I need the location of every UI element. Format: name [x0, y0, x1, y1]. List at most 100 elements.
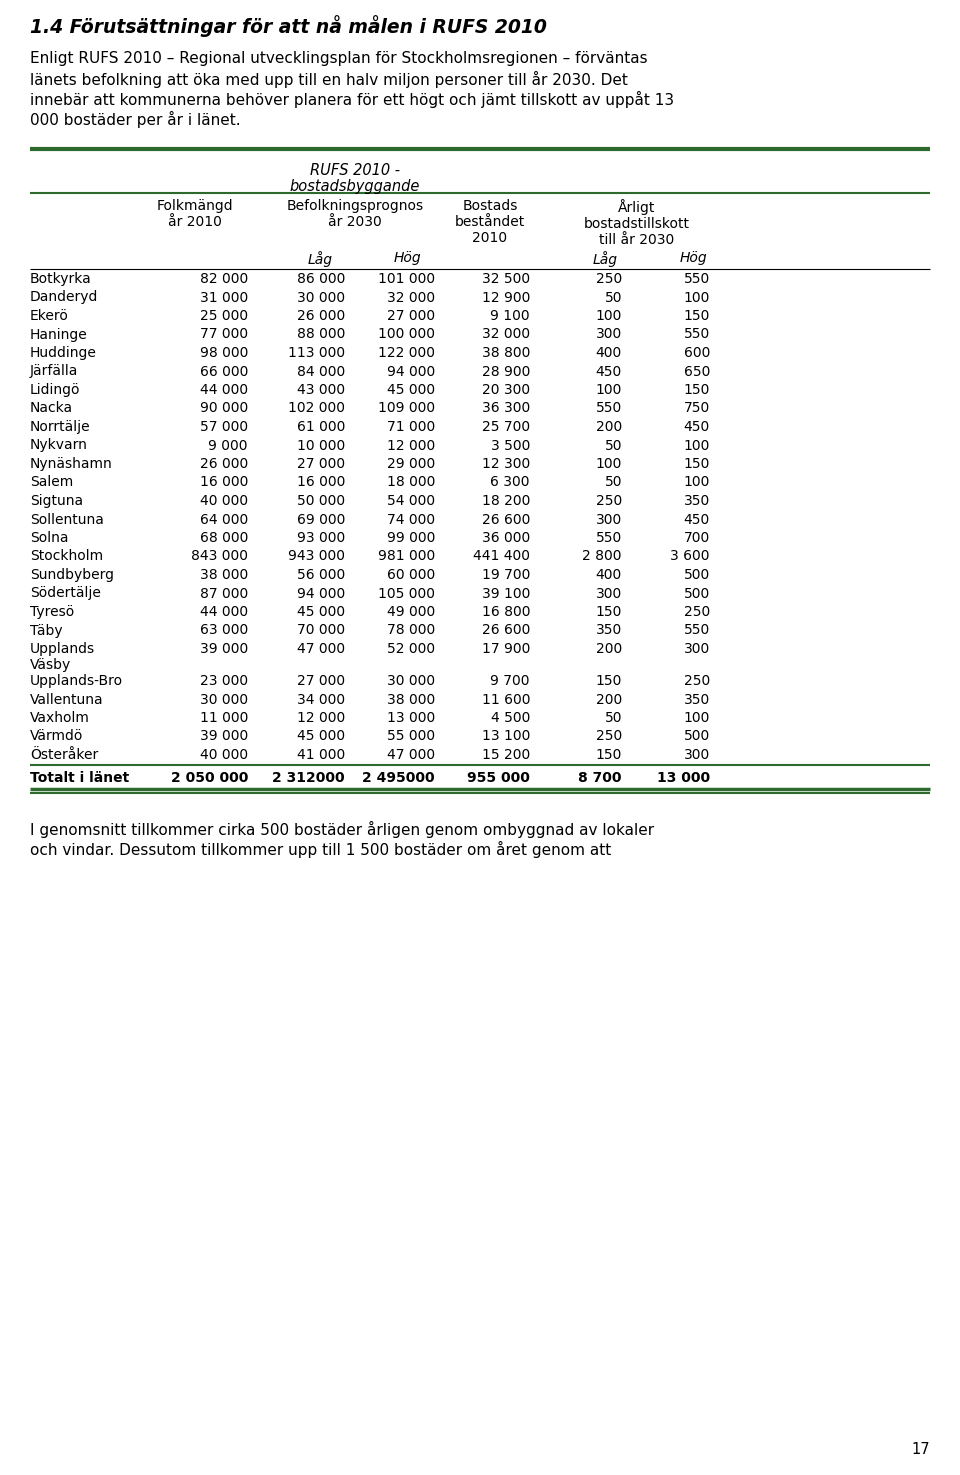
- Text: 350: 350: [684, 692, 710, 707]
- Text: 550: 550: [596, 401, 622, 416]
- Text: Hög: Hög: [394, 251, 420, 266]
- Text: 68 000: 68 000: [200, 531, 248, 544]
- Text: 71 000: 71 000: [387, 420, 435, 434]
- Text: 82 000: 82 000: [200, 271, 248, 286]
- Text: 4 500: 4 500: [491, 711, 530, 726]
- Text: 27 000: 27 000: [297, 457, 345, 471]
- Text: 88 000: 88 000: [297, 327, 345, 342]
- Text: 102 000: 102 000: [288, 401, 345, 416]
- Text: 943 000: 943 000: [288, 550, 345, 563]
- Text: 9 700: 9 700: [491, 674, 530, 687]
- Text: 6 300: 6 300: [491, 475, 530, 490]
- Text: 66 000: 66 000: [200, 364, 248, 379]
- Text: RUFS 2010 -: RUFS 2010 -: [310, 164, 400, 178]
- Text: 150: 150: [684, 308, 710, 323]
- Text: 39 000: 39 000: [200, 730, 248, 743]
- Text: 54 000: 54 000: [387, 494, 435, 507]
- Text: 1.4 Förutsättningar för att nå målen i RUFS 2010: 1.4 Förutsättningar för att nå målen i R…: [30, 15, 547, 37]
- Text: Solna: Solna: [30, 531, 68, 544]
- Text: 955 000: 955 000: [468, 770, 530, 785]
- Text: Nykvarn: Nykvarn: [30, 438, 88, 453]
- Text: 550: 550: [684, 327, 710, 342]
- Text: 109 000: 109 000: [378, 401, 435, 416]
- Text: 98 000: 98 000: [200, 347, 248, 360]
- Text: 100: 100: [595, 457, 622, 471]
- Text: 50: 50: [605, 291, 622, 304]
- Text: 70 000: 70 000: [297, 624, 345, 637]
- Text: 550: 550: [684, 624, 710, 637]
- Text: Norrtälje: Norrtälje: [30, 420, 90, 434]
- Text: 47 000: 47 000: [387, 748, 435, 763]
- Text: 300: 300: [596, 512, 622, 527]
- Text: 57 000: 57 000: [200, 420, 248, 434]
- Text: Vallentuna: Vallentuna: [30, 692, 104, 707]
- Text: 100: 100: [684, 438, 710, 453]
- Text: 77 000: 77 000: [200, 327, 248, 342]
- Text: 150: 150: [595, 674, 622, 687]
- Text: 122 000: 122 000: [378, 347, 435, 360]
- Text: Vaxholm: Vaxholm: [30, 711, 90, 726]
- Text: Enligt RUFS 2010 – Regional utvecklingsplan för Stockholmsregionen – förväntas: Enligt RUFS 2010 – Regional utvecklingsp…: [30, 52, 648, 66]
- Text: 40 000: 40 000: [200, 748, 248, 763]
- Text: 8 700: 8 700: [579, 770, 622, 785]
- Text: 30 000: 30 000: [387, 674, 435, 687]
- Text: Värmdö: Värmdö: [30, 730, 84, 743]
- Text: 17 900: 17 900: [482, 642, 530, 656]
- Text: 64 000: 64 000: [200, 512, 248, 527]
- Text: 3 600: 3 600: [670, 550, 710, 563]
- Text: Huddinge: Huddinge: [30, 347, 97, 360]
- Text: Årligt
bostadstillskott
till år 2030: Årligt bostadstillskott till år 2030: [584, 199, 690, 248]
- Text: 113 000: 113 000: [288, 347, 345, 360]
- Text: 200: 200: [596, 420, 622, 434]
- Text: innebär att kommunerna behöver planera för ett högt och jämt tillskott av uppåt : innebär att kommunerna behöver planera f…: [30, 91, 674, 108]
- Text: 45 000: 45 000: [387, 384, 435, 397]
- Text: 150: 150: [595, 748, 622, 763]
- Text: bostadsbyggande: bostadsbyggande: [290, 178, 420, 195]
- Text: 2 800: 2 800: [583, 550, 622, 563]
- Text: 99 000: 99 000: [387, 531, 435, 544]
- Text: 63 000: 63 000: [200, 624, 248, 637]
- Text: 18 000: 18 000: [387, 475, 435, 490]
- Text: 19 700: 19 700: [482, 568, 530, 583]
- Text: 101 000: 101 000: [378, 271, 435, 286]
- Text: 100 000: 100 000: [378, 327, 435, 342]
- Text: 15 200: 15 200: [482, 748, 530, 763]
- Text: 441 400: 441 400: [473, 550, 530, 563]
- Text: 2 495000: 2 495000: [362, 770, 435, 785]
- Text: 52 000: 52 000: [387, 642, 435, 656]
- Text: 25 000: 25 000: [200, 308, 248, 323]
- Text: 843 000: 843 000: [191, 550, 248, 563]
- Text: Täby: Täby: [30, 624, 62, 637]
- Text: Salem: Salem: [30, 475, 73, 490]
- Text: 26 600: 26 600: [482, 624, 530, 637]
- Text: Låg: Låg: [592, 251, 617, 267]
- Text: Lidingö: Lidingö: [30, 384, 81, 397]
- Text: 47 000: 47 000: [297, 642, 345, 656]
- Text: 600: 600: [684, 347, 710, 360]
- Text: 20 300: 20 300: [482, 384, 530, 397]
- Text: 300: 300: [596, 587, 622, 600]
- Text: 13 000: 13 000: [657, 770, 710, 785]
- Text: 38 000: 38 000: [200, 568, 248, 583]
- Text: 350: 350: [684, 494, 710, 507]
- Text: 50 000: 50 000: [297, 494, 345, 507]
- Text: 32 000: 32 000: [482, 327, 530, 342]
- Text: 26 000: 26 000: [200, 457, 248, 471]
- Text: 400: 400: [596, 347, 622, 360]
- Text: 000 bostäder per år i länet.: 000 bostäder per år i länet.: [30, 111, 241, 128]
- Text: 100: 100: [684, 711, 710, 726]
- Text: 61 000: 61 000: [297, 420, 345, 434]
- Text: 25 700: 25 700: [482, 420, 530, 434]
- Text: 300: 300: [684, 642, 710, 656]
- Text: 27 000: 27 000: [387, 308, 435, 323]
- Text: Ekerö: Ekerö: [30, 308, 69, 323]
- Text: 94 000: 94 000: [297, 587, 345, 600]
- Text: 86 000: 86 000: [297, 271, 345, 286]
- Text: 31 000: 31 000: [200, 291, 248, 304]
- Text: 30 000: 30 000: [297, 291, 345, 304]
- Text: 69 000: 69 000: [297, 512, 345, 527]
- Text: 39 000: 39 000: [200, 642, 248, 656]
- Text: 93 000: 93 000: [297, 531, 345, 544]
- Text: 32 500: 32 500: [482, 271, 530, 286]
- Text: 450: 450: [684, 420, 710, 434]
